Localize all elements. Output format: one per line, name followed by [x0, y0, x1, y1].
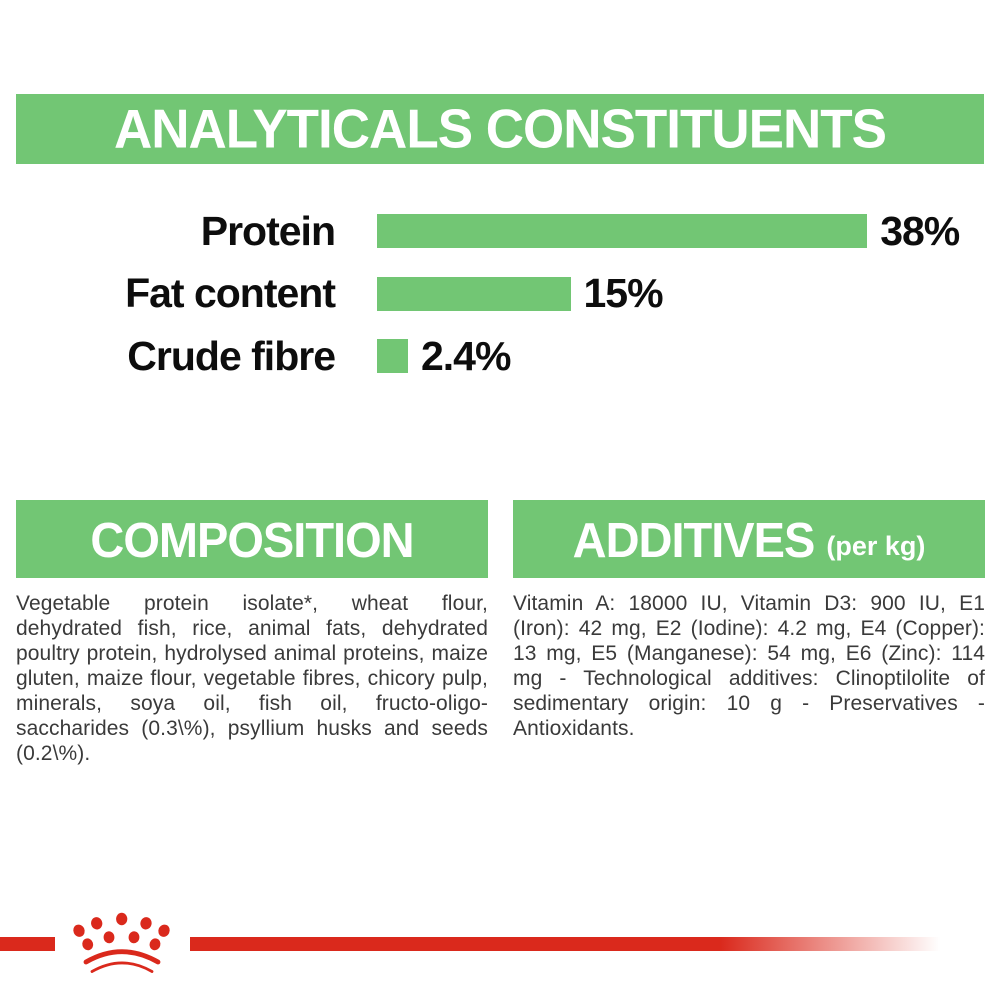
chart-row: Crude fibre 2.4% [0, 331, 1000, 381]
analytical-constituents-banner: ANALYTICALS CONSTITUENTS [16, 94, 984, 164]
additives-body-text: Vitamin A: 18000 IU, Vitamin D3: 900 IU,… [513, 592, 985, 740]
chart-bar [377, 214, 868, 248]
chart-value-label: 15% [583, 270, 664, 316]
chart-value-label: 2.4% [420, 332, 511, 379]
chart-row: Fat content 15% [0, 269, 1000, 319]
royal-canin-crown-icon [55, 895, 190, 985]
bar-chart: Protein 38% Fat content 15% Crude fibre 2.4% [0, 206, 1000, 406]
composition-section: COMPOSITION Vegetable protein isolate*, … [16, 500, 488, 766]
chart-value-label: 38% [880, 207, 960, 254]
chart-category-label: Protein [200, 207, 336, 254]
brand-stripe [0, 937, 1000, 951]
additives-section: ADDITIVES (per kg) Vitamin A: 18000 IU, … [513, 500, 985, 741]
chart-category-label: Fat content [125, 270, 336, 316]
chart-bar [377, 276, 571, 311]
additives-title: ADDITIVES [572, 511, 816, 567]
composition-title: COMPOSITION [90, 511, 414, 567]
additives-title-suffix: (per kg) [826, 530, 926, 561]
chart-row: Protein 38% [0, 206, 1000, 256]
page-title: ANALYTICALS CONSTITUENTS [113, 98, 887, 160]
composition-body-text: Vegetable protein isolate*, wheat flour,… [16, 592, 488, 765]
additives-header-banner: ADDITIVES (per kg) [513, 500, 985, 578]
composition-header-banner: COMPOSITION [16, 500, 488, 578]
chart-category-label: Crude fibre [127, 332, 336, 379]
chart-bar [377, 339, 408, 373]
